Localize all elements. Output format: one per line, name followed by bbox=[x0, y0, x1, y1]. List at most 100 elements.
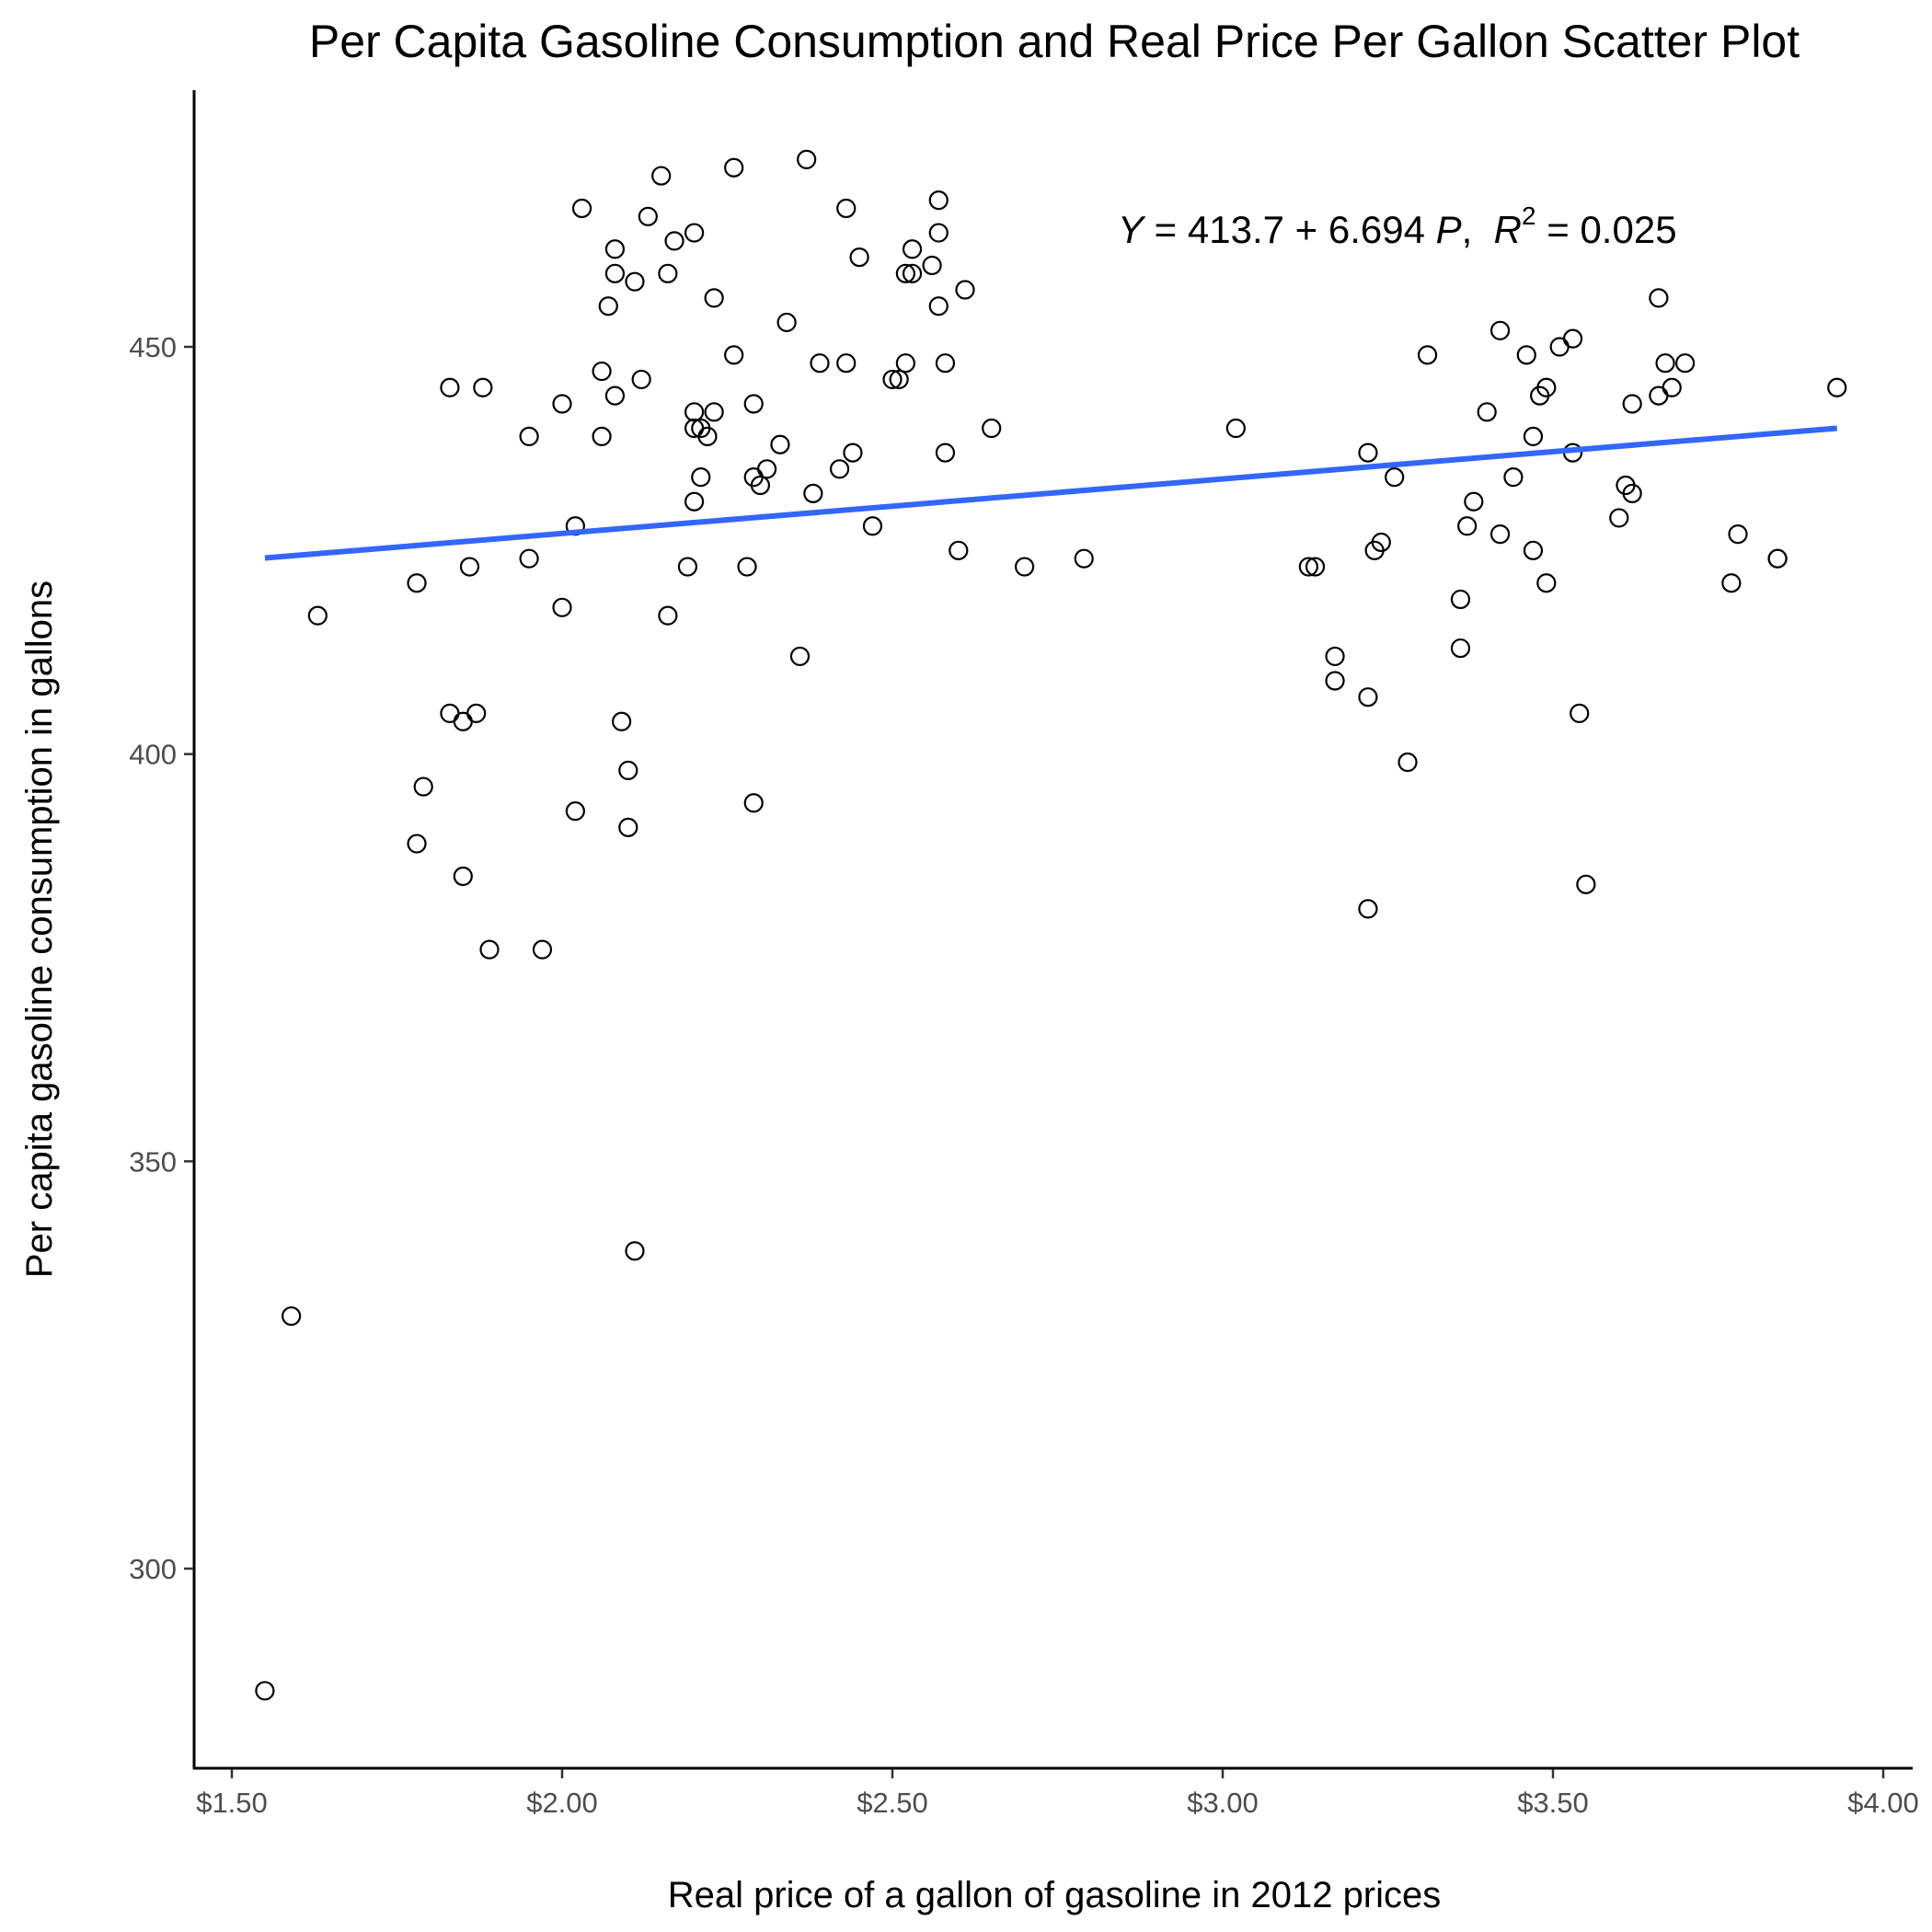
x-tick-label: $3.50 bbox=[1517, 1787, 1589, 1819]
data-point bbox=[1536, 573, 1557, 593]
data-point bbox=[803, 483, 823, 503]
data-point bbox=[473, 377, 493, 397]
data-points bbox=[255, 149, 1847, 1701]
data-point bbox=[902, 239, 923, 259]
equation-p-symbol: P bbox=[1436, 208, 1462, 251]
data-point bbox=[604, 239, 626, 259]
data-point bbox=[1549, 337, 1570, 357]
data-point bbox=[625, 271, 645, 292]
data-point bbox=[889, 369, 909, 390]
data-point bbox=[1523, 426, 1544, 446]
data-point bbox=[255, 1681, 275, 1701]
data-point bbox=[592, 426, 612, 446]
data-point bbox=[789, 646, 811, 667]
data-point bbox=[598, 296, 618, 316]
data-point bbox=[282, 1305, 302, 1327]
data-point bbox=[1674, 353, 1696, 374]
x-tick-label: $2.50 bbox=[857, 1787, 928, 1819]
equation-r-value: = 0.025 bbox=[1536, 208, 1677, 251]
data-point bbox=[631, 369, 651, 390]
data-point bbox=[1576, 874, 1596, 894]
data-point bbox=[1450, 589, 1471, 610]
data-point bbox=[935, 443, 956, 463]
data-point bbox=[612, 711, 632, 731]
data-point bbox=[684, 402, 705, 422]
data-point bbox=[1609, 508, 1629, 528]
equation-r-superscript: 2 bbox=[1522, 201, 1536, 230]
y-axis-ticks: 300 350 400 450 bbox=[129, 331, 193, 1585]
data-point bbox=[1298, 557, 1318, 577]
data-point bbox=[955, 280, 975, 300]
data-point bbox=[307, 605, 328, 626]
data-point bbox=[895, 263, 915, 283]
equation-r-symbol: R bbox=[1494, 208, 1522, 251]
data-point bbox=[1325, 646, 1345, 667]
y-tick-label: 400 bbox=[129, 739, 177, 771]
x-tick-label: $3.00 bbox=[1187, 1787, 1259, 1819]
data-point bbox=[1649, 288, 1669, 308]
data-point bbox=[440, 703, 460, 724]
data-point bbox=[592, 361, 612, 382]
data-point bbox=[1516, 345, 1536, 365]
data-point bbox=[797, 149, 817, 169]
data-point bbox=[982, 418, 1002, 439]
data-point bbox=[1305, 557, 1326, 577]
data-point bbox=[1489, 320, 1511, 340]
data-point bbox=[1397, 752, 1418, 773]
data-point bbox=[1721, 573, 1742, 593]
data-point bbox=[1325, 671, 1345, 691]
data-point bbox=[1014, 557, 1035, 577]
data-point bbox=[836, 353, 857, 374]
data-point bbox=[1450, 638, 1471, 659]
regression-line bbox=[264, 425, 1837, 561]
data-point bbox=[895, 353, 915, 374]
data-point bbox=[1457, 516, 1478, 536]
data-point bbox=[618, 817, 638, 837]
y-tick-label: 450 bbox=[129, 331, 177, 363]
data-point bbox=[1728, 524, 1748, 545]
data-point bbox=[453, 866, 473, 887]
data-point bbox=[928, 296, 949, 316]
y-tick-label: 350 bbox=[129, 1145, 177, 1178]
data-point bbox=[902, 263, 923, 283]
data-point bbox=[1827, 377, 1847, 397]
data-point bbox=[849, 247, 869, 268]
data-point bbox=[928, 223, 949, 243]
data-point bbox=[756, 459, 777, 479]
data-point bbox=[440, 377, 460, 397]
equation-coefficients: = 413.7 + 6.694 bbox=[1144, 208, 1436, 251]
data-point bbox=[658, 605, 678, 626]
data-point bbox=[743, 394, 764, 414]
data-point bbox=[571, 198, 592, 219]
data-point bbox=[922, 255, 942, 276]
data-point bbox=[625, 1241, 645, 1261]
x-tick-label: $4.00 bbox=[1847, 1787, 1919, 1819]
data-point bbox=[843, 443, 863, 463]
equation-separator: , bbox=[1462, 208, 1494, 251]
data-point bbox=[704, 288, 724, 308]
data-point bbox=[453, 711, 473, 731]
regression-equation: Y = 413.7 + 6.694 P, R2 = 0.025 bbox=[1118, 201, 1677, 251]
data-point bbox=[737, 557, 757, 577]
data-point bbox=[1662, 377, 1682, 397]
data-point bbox=[750, 475, 771, 496]
data-point bbox=[1562, 328, 1583, 349]
data-point bbox=[677, 557, 698, 577]
data-point bbox=[618, 760, 638, 780]
data-point bbox=[1655, 353, 1675, 374]
data-point bbox=[743, 793, 764, 813]
data-point bbox=[658, 263, 678, 283]
data-point bbox=[664, 231, 684, 251]
data-point bbox=[829, 459, 850, 479]
data-point bbox=[1358, 443, 1378, 463]
y-axis-title: Per capita gasoline consumption in gallo… bbox=[19, 581, 60, 1278]
x-axis-title: Real price of a gallon of gasoline in 20… bbox=[668, 1875, 1442, 1915]
y-tick-label: 300 bbox=[129, 1553, 177, 1585]
data-point bbox=[466, 703, 487, 724]
data-point bbox=[1489, 524, 1511, 545]
data-point bbox=[413, 776, 433, 797]
data-point bbox=[565, 801, 585, 822]
x-tick-label: $2.00 bbox=[526, 1787, 598, 1819]
data-point bbox=[638, 206, 658, 226]
